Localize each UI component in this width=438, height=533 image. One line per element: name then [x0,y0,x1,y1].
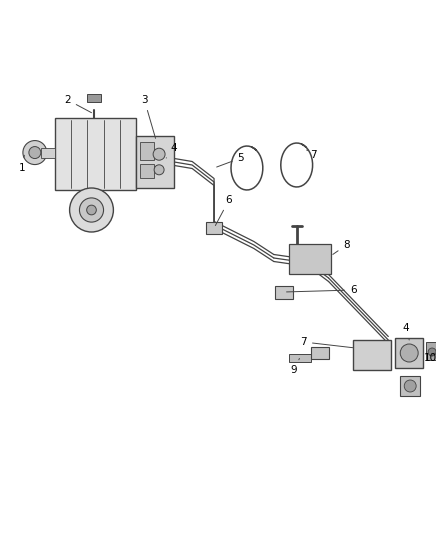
Text: 4: 4 [403,323,410,340]
Circle shape [404,380,416,392]
Bar [275,286,293,299]
Circle shape [154,165,164,175]
Circle shape [79,198,103,222]
Circle shape [428,348,436,356]
Circle shape [87,205,96,215]
Text: 6: 6 [286,285,357,295]
Text: 8: 8 [333,240,350,254]
Bar [353,340,391,370]
Text: 2: 2 [64,95,92,112]
Bar [141,142,154,160]
Circle shape [29,147,41,158]
Bar [55,118,136,190]
Bar [311,347,328,359]
Circle shape [70,188,113,232]
Text: 3: 3 [141,95,155,139]
Bar [87,94,101,102]
Circle shape [23,141,47,165]
Bar [289,354,311,362]
Bar [136,136,174,188]
Bar [289,244,331,274]
Circle shape [400,344,418,362]
Text: 7: 7 [300,337,353,348]
Circle shape [153,148,165,160]
Text: 10: 10 [424,353,437,363]
Bar [206,222,222,234]
Bar [400,376,420,396]
Text: 4: 4 [166,143,177,158]
Text: 7: 7 [307,150,317,160]
Bar [426,342,438,360]
Bar [395,338,423,368]
Text: 1: 1 [18,155,25,173]
Text: 9: 9 [290,359,300,375]
Text: 6: 6 [215,195,232,225]
Bar [41,148,55,158]
Bar [141,164,154,178]
Text: 5: 5 [217,153,244,167]
